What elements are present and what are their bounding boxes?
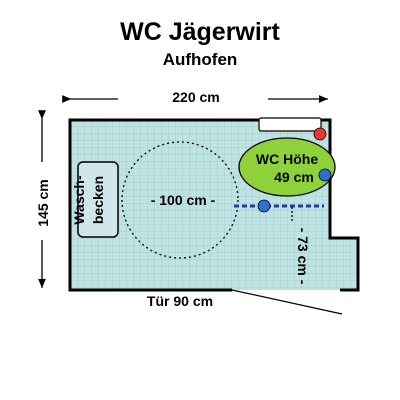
page-title: WC Jägerwirt <box>120 18 280 46</box>
sink <box>77 161 119 238</box>
wc-cistern <box>258 117 322 132</box>
turning-circle <box>121 141 239 259</box>
width-label: 220 cm <box>172 89 219 105</box>
side-clearance-label: - 73 cm - <box>295 228 311 285</box>
wall-grab-marker <box>318 168 332 182</box>
door-label: Tür 90 cm <box>147 293 213 309</box>
turning-circle-label: - 100 cm - <box>151 192 216 208</box>
sink-label-line1: Wasch- <box>71 175 87 225</box>
wc-label-line2: 49 cm <box>274 169 314 185</box>
wc-label-line1: WC Höhe <box>256 151 318 167</box>
page-subtitle: Aufhofen <box>162 50 238 69</box>
grab-bar-marker <box>257 199 271 213</box>
height-label: 145 cm <box>35 179 51 226</box>
flush-button-marker <box>313 127 327 141</box>
door-swing <box>231 289 343 315</box>
sink-label-line2: becken <box>90 176 106 224</box>
wc-bowl <box>238 137 336 197</box>
